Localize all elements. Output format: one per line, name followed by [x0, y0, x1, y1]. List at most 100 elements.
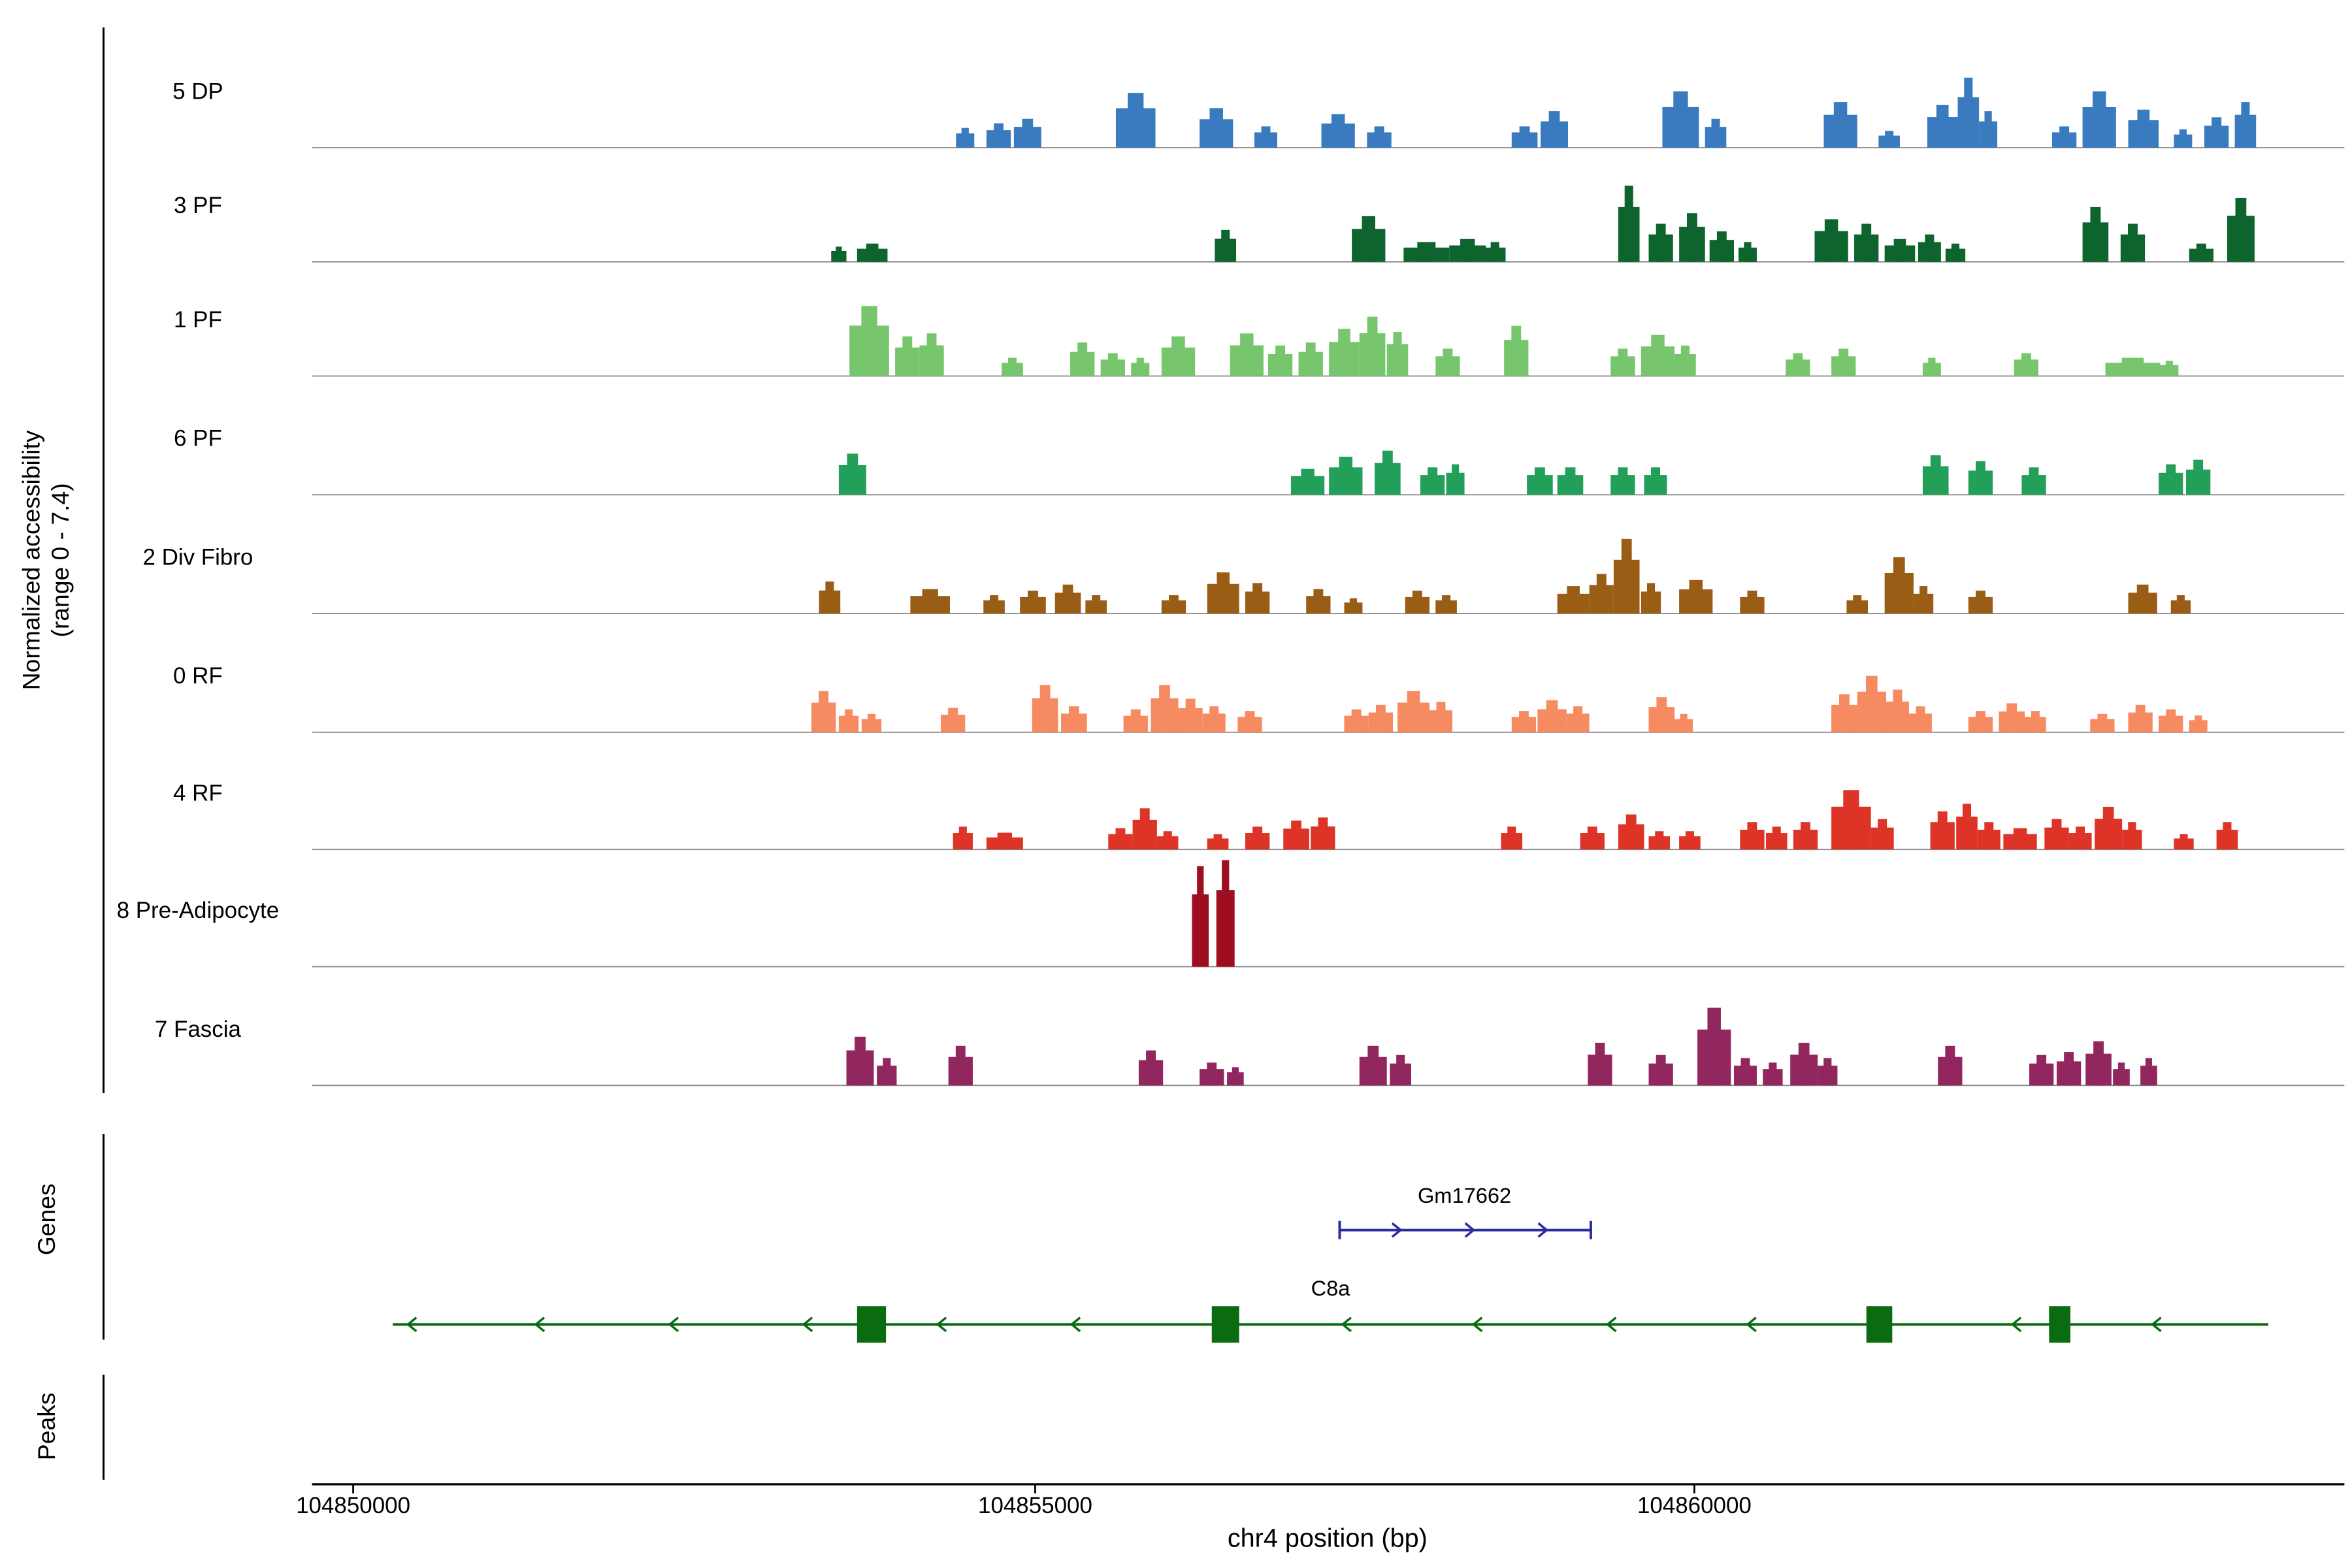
signal-bar-peak — [1621, 538, 1632, 614]
signal-bar-peak — [1169, 595, 1179, 614]
signal-bar-peak — [1680, 713, 1688, 732]
signal-bar-peak — [1685, 831, 1694, 850]
signal-bar-peak — [1374, 126, 1384, 148]
signal-bar-peak — [1945, 1045, 1955, 1086]
signal-bar-peak — [1171, 336, 1185, 376]
signal-bar-peak — [1139, 808, 1150, 850]
signal-bar-peak — [1159, 685, 1170, 732]
signal-bar-peak — [1146, 1050, 1156, 1086]
signal-bar-peak — [1984, 822, 1994, 850]
signal-bar-peak — [1801, 822, 1810, 850]
signal-bar-peak — [2097, 713, 2108, 732]
signal-bar-peak — [2165, 361, 2173, 376]
signal-bar-peak — [1548, 111, 1560, 148]
signal-bar-peak — [1068, 706, 1079, 732]
signal-bar-peak — [1656, 697, 1667, 732]
signal-bar-peak — [1221, 229, 1230, 262]
signal-bar-peak — [1375, 704, 1386, 732]
track-label: 7 Fascia — [155, 1017, 242, 1042]
gene-strand-arrow — [406, 1316, 417, 1333]
signal-bar-peak — [819, 691, 829, 732]
signal-bar-peak — [902, 336, 913, 376]
signal-bar-peak — [1587, 826, 1597, 850]
signal-bar-peak — [2051, 819, 2062, 850]
gene-exon — [1866, 1306, 1893, 1343]
signal-bar-peak — [1396, 1054, 1405, 1086]
signal-bar-peak — [2241, 102, 2250, 148]
gene-strand-arrow — [668, 1316, 679, 1333]
gene-strand-arrow — [1605, 1316, 1617, 1333]
signal-bar-peak — [2102, 806, 2114, 850]
signal-bar-peak — [1937, 811, 1948, 850]
gene-strand-arrow — [1070, 1316, 1081, 1333]
side-label: Genes — [33, 1184, 60, 1256]
signal-bar-peak — [2180, 834, 2188, 850]
signal-bar-peak — [1930, 455, 1941, 495]
signal-bar-peak — [1853, 595, 1862, 614]
signal-bar-peak — [1769, 1062, 1777, 1086]
signal-bar-peak — [1962, 804, 1972, 850]
signal-bar-peak — [990, 595, 999, 614]
signal-bar-peak — [1919, 586, 1928, 614]
signal-bar-peak — [1707, 1007, 1721, 1086]
signal-bar-peak — [847, 453, 858, 495]
signal-bar-peak — [2093, 1041, 2104, 1086]
signal-bar-peak — [2006, 703, 2017, 732]
signal-bar-peak — [955, 1045, 966, 1086]
signal-bar-peak — [1976, 591, 1985, 614]
signal-bar-peak — [2092, 91, 2106, 148]
signal-bar-peak — [2235, 197, 2247, 262]
signal-bar-peak — [844, 709, 853, 732]
gene-exon — [857, 1306, 887, 1343]
signal-bar-peak — [866, 243, 879, 262]
signal-bar-peak — [2036, 1054, 2047, 1086]
signal-bar-peak — [958, 826, 967, 850]
signal-bar-peak — [2166, 709, 2176, 732]
signal-bar-peak — [1744, 242, 1752, 262]
signal-bar-peak — [1412, 591, 1422, 614]
x-tick-label: 104860000 — [1637, 1493, 1752, 1518]
signal-bar-peak — [1062, 584, 1073, 614]
x-tick-label: 104855000 — [978, 1493, 1092, 1518]
signal-bar-peak — [1367, 316, 1378, 376]
signal-bar-peak — [1656, 1054, 1666, 1086]
signal-bar-peak — [1951, 243, 1960, 262]
signal-bar-peak — [1651, 335, 1665, 376]
signal-bar-peak — [1185, 698, 1196, 732]
signal-bar-peak — [1596, 574, 1607, 614]
signal-bar-peak — [1451, 464, 1460, 495]
signal-bar-peak — [855, 1036, 866, 1086]
gene-strand-arrow — [1537, 1222, 1549, 1238]
signal-bar-peak — [922, 589, 938, 614]
signal-bar-peak — [1301, 468, 1315, 495]
signal-bar-peak — [2136, 584, 2149, 614]
signal-bar-peak — [1028, 591, 1038, 614]
signal-bar-peak — [1245, 711, 1255, 732]
signal-bar-peak — [2029, 467, 2039, 495]
signal-bar-peak — [1443, 348, 1453, 376]
signal-bar-peak — [1163, 831, 1172, 850]
signal-bar-peak — [1624, 186, 1633, 262]
signal-bar-peak — [1928, 357, 1936, 376]
signal-bar-peak — [1976, 461, 1985, 495]
signal-bar-peak — [926, 333, 937, 376]
signal-bar-peak — [836, 246, 842, 262]
signal-bar-peak — [2193, 459, 2204, 495]
signal-bar-peak — [1823, 1058, 1832, 1086]
signal-bar-peak — [1546, 700, 1558, 732]
signal-bar-peak — [1916, 706, 1925, 732]
signal-bar-peak — [861, 306, 877, 376]
signal-bar-peak — [1417, 242, 1436, 262]
track-label: 1 PF — [174, 307, 222, 333]
signal-bar-peak — [2076, 826, 2085, 850]
signal-bar-peak — [1747, 591, 1757, 614]
signal-bar-peak — [1240, 333, 1254, 376]
gene-strand-arrow — [936, 1316, 947, 1333]
gene-exon — [1211, 1306, 1239, 1343]
signal-bar-peak — [1964, 77, 1973, 148]
signal-bar-peak — [1680, 345, 1690, 376]
signal-bar-peak — [1655, 831, 1664, 850]
signal-bar-peak — [1115, 828, 1126, 850]
signal-bar-peak — [948, 708, 958, 732]
signal-bar-peak — [2031, 711, 2040, 732]
